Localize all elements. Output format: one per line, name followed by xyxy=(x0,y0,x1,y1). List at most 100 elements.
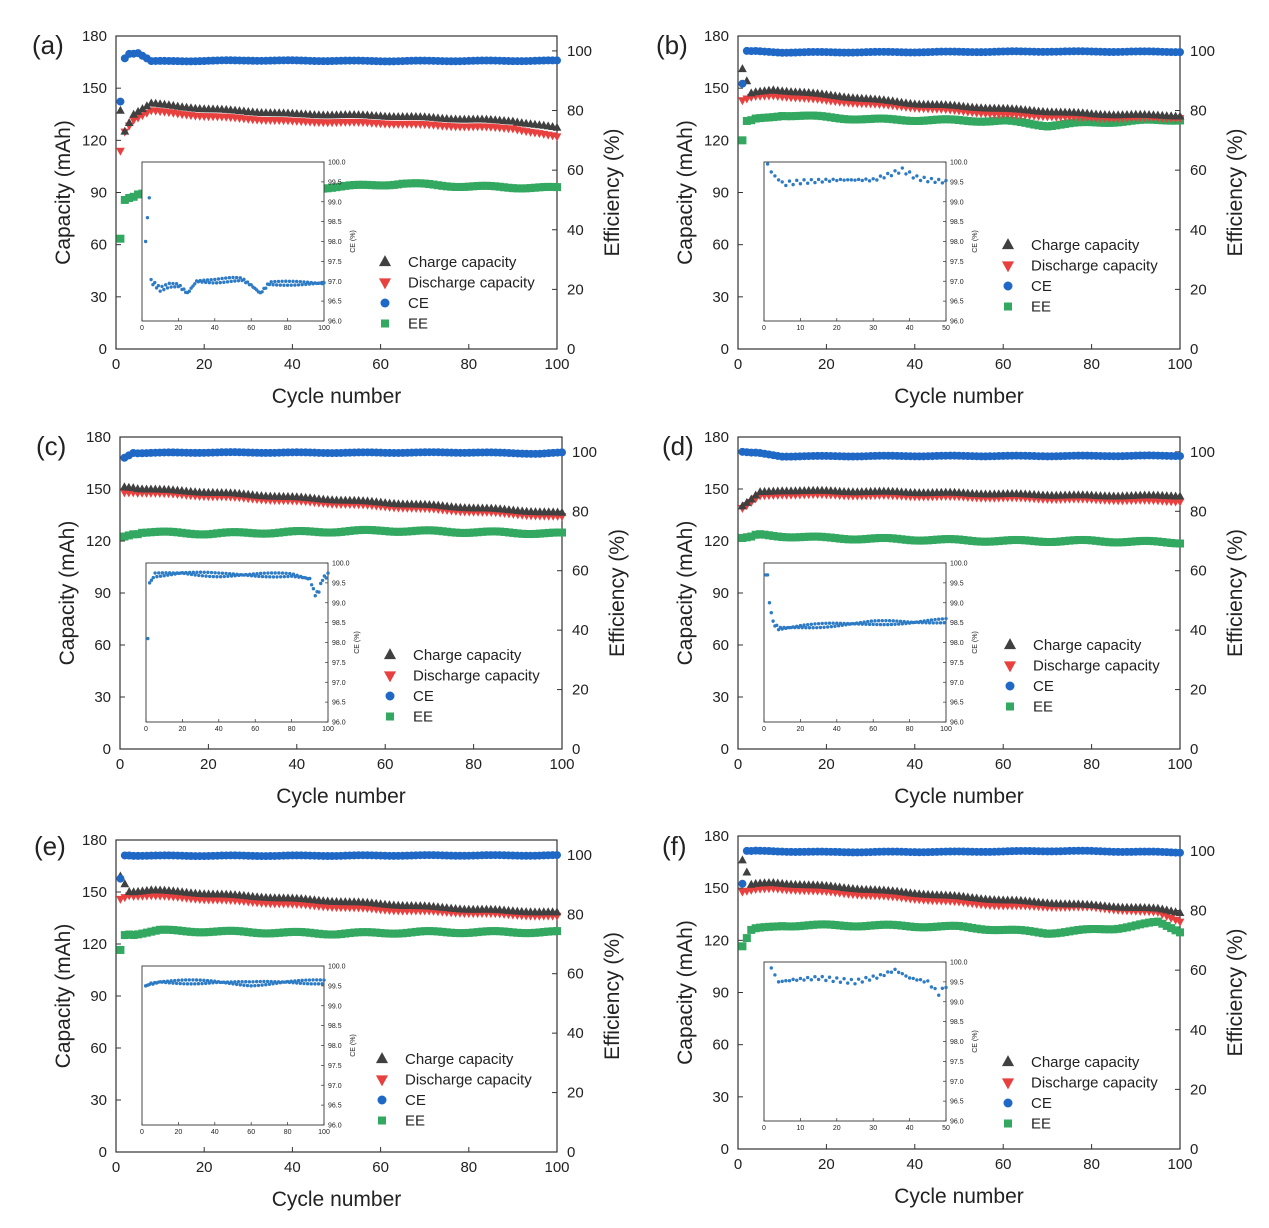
inset-point xyxy=(143,239,148,244)
ee-point xyxy=(937,922,946,931)
inset-point xyxy=(780,979,784,984)
ee-point xyxy=(495,182,504,191)
inset-point xyxy=(249,984,253,988)
ee-point xyxy=(213,529,222,538)
y2-tick-label: 80 xyxy=(1190,503,1207,520)
chart-panel-b: (b)0 20 40 60 80 1000306090120150180020406080… xyxy=(656,28,1247,408)
inset-point xyxy=(187,978,192,982)
y2-axis-title: Efficiency (%) xyxy=(601,129,624,257)
inset-point xyxy=(818,625,823,630)
ee-point xyxy=(985,926,994,935)
ee-point xyxy=(844,115,853,124)
ee-point xyxy=(222,926,231,935)
ee-point xyxy=(901,922,910,931)
ee-point xyxy=(253,929,262,938)
ee-point xyxy=(778,922,787,931)
inset-y-tick-label: 100.0 xyxy=(332,561,350,568)
x-tick-label: 20 xyxy=(196,1159,213,1176)
y-tick-label: 150 xyxy=(704,481,729,498)
inset-point xyxy=(191,570,196,575)
inset-y-tick-label: 96.5 xyxy=(950,700,964,707)
inset-point xyxy=(878,972,883,977)
legend-entry: Charge capacity xyxy=(413,647,522,664)
ee-point xyxy=(310,527,319,536)
inset-point xyxy=(149,578,154,582)
ee-point xyxy=(1038,121,1047,130)
inset-point xyxy=(911,976,915,981)
ee-point xyxy=(888,920,897,929)
inset-point xyxy=(813,975,817,979)
ee-point xyxy=(522,530,531,539)
inset-point xyxy=(164,571,168,575)
inset-point xyxy=(282,283,286,287)
inset-point xyxy=(838,980,843,984)
y-tick-label: 180 xyxy=(704,28,729,45)
inset-point xyxy=(169,285,173,289)
ee-point xyxy=(1096,537,1105,546)
inset-point xyxy=(249,283,253,287)
ee-point xyxy=(544,927,553,936)
y-tick-label: 0 xyxy=(99,1144,107,1161)
ee-point xyxy=(915,923,924,932)
ee-point xyxy=(813,920,822,929)
y-tick-label: 150 xyxy=(82,884,107,901)
inset-point xyxy=(205,278,210,282)
ee-point xyxy=(535,183,544,192)
ee-point xyxy=(367,526,376,535)
panel-label: (b) xyxy=(656,30,688,60)
inset-y-tick-label: 99.0 xyxy=(950,199,964,206)
inset-x-tick-label: 20 xyxy=(175,1129,183,1136)
inset-point xyxy=(795,178,799,183)
ee-point xyxy=(747,116,756,125)
ee-point xyxy=(981,537,990,546)
y-tick-label: 0 xyxy=(721,1141,729,1158)
inset-y-tick-label: 97.5 xyxy=(950,1059,964,1066)
ee-point xyxy=(773,922,782,931)
inset-point xyxy=(886,171,890,176)
ee-point xyxy=(879,920,888,929)
inset-point xyxy=(182,982,186,986)
ee-point xyxy=(553,183,561,192)
ee-point xyxy=(915,536,924,545)
inset-point xyxy=(271,283,275,287)
inset-point xyxy=(809,177,814,182)
inset-point xyxy=(791,977,795,982)
inset-point xyxy=(933,180,937,185)
inset-y-axis-title: CE (%) xyxy=(972,1030,979,1053)
inset-point xyxy=(944,985,948,990)
y-tick-label: 180 xyxy=(82,28,107,45)
ee-point xyxy=(1065,536,1074,545)
inset-point xyxy=(815,625,819,630)
ee-point xyxy=(549,528,558,537)
ee-point xyxy=(866,114,875,123)
inset-point xyxy=(256,983,261,988)
ee-point xyxy=(1145,536,1154,545)
charge-point xyxy=(116,105,125,114)
inset-point xyxy=(800,625,804,630)
ee-point xyxy=(288,927,297,936)
inset-point xyxy=(904,974,908,978)
ee-point xyxy=(345,929,354,938)
ee-point xyxy=(314,929,323,938)
ee-point xyxy=(142,528,151,537)
legend-marker xyxy=(386,712,394,721)
inset-point xyxy=(929,176,934,181)
ee-point xyxy=(513,928,522,937)
ee-point xyxy=(1127,922,1136,931)
ee-point xyxy=(1003,925,1012,934)
ee-point xyxy=(134,930,143,939)
inset-y-tick-label: 97.5 xyxy=(950,660,964,667)
ee-point xyxy=(433,181,442,190)
inset-point xyxy=(198,978,202,982)
inset-point xyxy=(160,571,165,575)
inset-point xyxy=(231,275,235,280)
ee-point xyxy=(1052,121,1061,130)
inset-y-tick-label: 98.5 xyxy=(950,620,964,627)
inset-point xyxy=(927,621,932,625)
ee-point xyxy=(994,116,1003,125)
ee-point xyxy=(306,928,315,937)
ee-point xyxy=(977,925,986,934)
inset-point xyxy=(224,571,228,576)
ee-point xyxy=(972,924,981,933)
inset-y-tick-label: 98.0 xyxy=(328,239,342,246)
